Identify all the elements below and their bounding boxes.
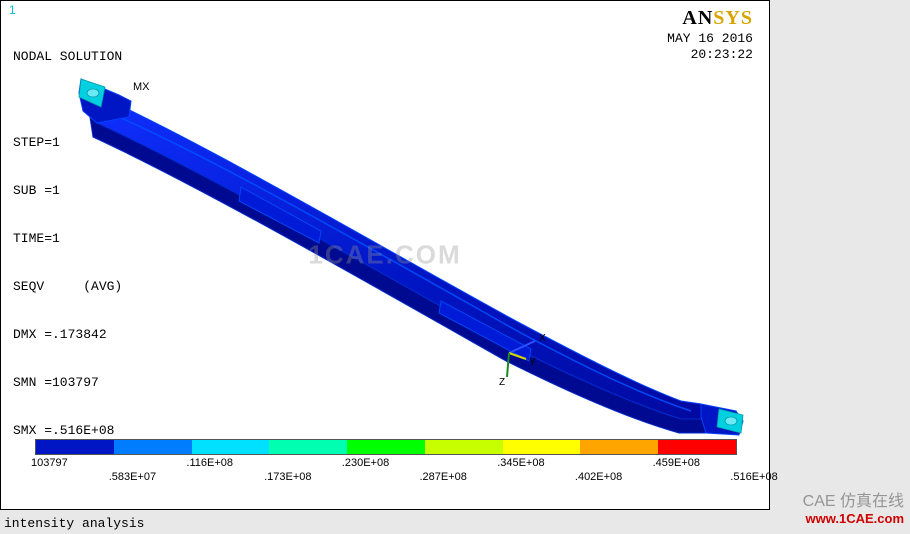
time-line: TIME=1 bbox=[13, 231, 122, 247]
legend-label: .345E+08 bbox=[497, 457, 544, 469]
logo-an: AN bbox=[682, 7, 713, 29]
date-line1: MAY 16 2016 bbox=[667, 31, 753, 47]
legend-segment bbox=[269, 440, 347, 454]
legend-bar bbox=[35, 439, 737, 455]
logo-sys: SYS bbox=[713, 7, 753, 29]
beam-side-face bbox=[89, 111, 706, 433]
solution-info: NODAL SOLUTION STEP=1 SUB =1 TIME=1 SEQV… bbox=[13, 17, 122, 471]
triad: X Y Z bbox=[499, 333, 546, 388]
analysis-title: intensity analysis bbox=[4, 516, 144, 531]
triad-x-label: X bbox=[539, 333, 546, 344]
triad-z-label: Z bbox=[499, 377, 505, 388]
legend-label: .173E+08 bbox=[264, 471, 311, 483]
dmx-line: DMX =.173842 bbox=[13, 327, 122, 343]
legend-label: .516E+08 bbox=[730, 471, 777, 483]
legend-label: .402E+08 bbox=[575, 471, 622, 483]
brand-link: www.1CAE.com bbox=[803, 511, 904, 526]
mx-marker: MX bbox=[133, 81, 150, 93]
legend-label: .583E+07 bbox=[109, 471, 156, 483]
legend-segment bbox=[425, 440, 503, 454]
nodal-solution-label: NODAL SOLUTION bbox=[13, 49, 122, 65]
date-line2: 20:23:22 bbox=[667, 47, 753, 63]
plot-frame: 1 NODAL SOLUTION STEP=1 SUB =1 TIME=1 SE… bbox=[0, 0, 770, 510]
center-watermark: 1CAE.COM bbox=[308, 240, 461, 271]
right-end-body bbox=[701, 404, 743, 435]
legend-segment bbox=[658, 440, 736, 454]
legend-segment bbox=[192, 440, 270, 454]
legend-label: .287E+08 bbox=[420, 471, 467, 483]
corner-number: 1 bbox=[9, 3, 16, 17]
legend-segment bbox=[347, 440, 425, 454]
legend-label: .459E+08 bbox=[653, 457, 700, 469]
beam-seam-2 bbox=[439, 301, 531, 361]
seqv-line: SEQV (AVG) bbox=[13, 279, 122, 295]
legend-segment bbox=[114, 440, 192, 454]
contour-legend: 103797.116E+08.230E+08.345E+08.459E+08.5… bbox=[35, 439, 745, 485]
legend-label: 103797 bbox=[31, 457, 68, 469]
ansys-logo: ANSYS bbox=[682, 7, 753, 30]
beam-seam-1 bbox=[239, 187, 321, 243]
smx-line: SMX =.516E+08 bbox=[13, 423, 122, 439]
legend-segment bbox=[580, 440, 658, 454]
legend-segment bbox=[36, 440, 114, 454]
legend-labels: 103797.116E+08.230E+08.345E+08.459E+08.5… bbox=[35, 455, 735, 485]
legend-label: .116E+08 bbox=[186, 457, 233, 469]
legend-label: .230E+08 bbox=[342, 457, 389, 469]
legend-segment bbox=[503, 440, 581, 454]
step-line: STEP=1 bbox=[13, 135, 122, 151]
beam-top-face bbox=[89, 91, 706, 419]
brand-name: CAE 仿真在线 bbox=[803, 487, 904, 511]
sub-line: SUB =1 bbox=[13, 183, 122, 199]
brand-watermark: CAE 仿真在线 www.1CAE.com bbox=[803, 487, 904, 526]
right-end-tip bbox=[717, 409, 743, 433]
right-end-hole bbox=[725, 417, 737, 425]
date-block: MAY 16 2016 20:23:22 bbox=[667, 31, 753, 63]
beam-highlight bbox=[101, 109, 691, 411]
triad-y-label: Y bbox=[529, 357, 536, 368]
smn-line: SMN =103797 bbox=[13, 375, 122, 391]
